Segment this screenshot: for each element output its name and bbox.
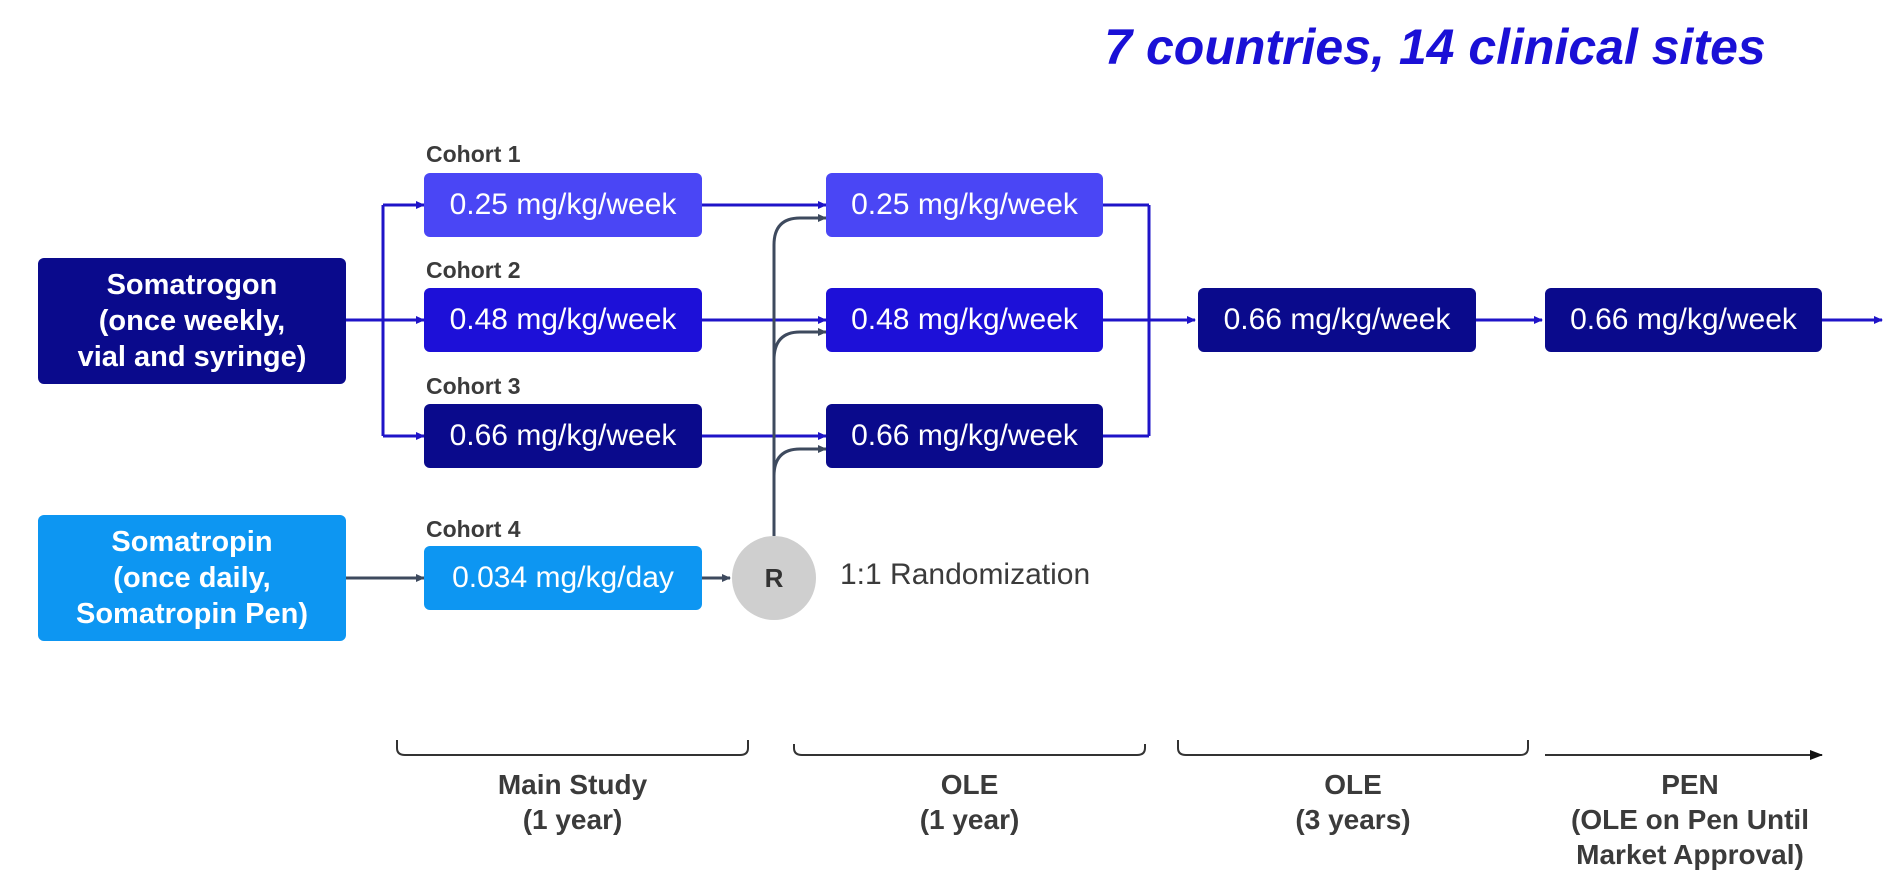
- pen-dose-box: 0.66 mg/kg/week: [1545, 288, 1822, 352]
- somatropin-arm-box: Somatropin (once daily, Somatropin Pen): [38, 515, 346, 641]
- cohort-1-label: Cohort 1: [426, 141, 521, 167]
- ole1-dose-3: 0.66 mg/kg/week: [851, 419, 1078, 452]
- pen-dose: 0.66 mg/kg/week: [1570, 303, 1797, 336]
- somatropin-arm-label: Somatropin (once daily, Somatropin Pen): [75, 526, 308, 630]
- randomization-label: 1:1 Randomization: [840, 558, 1091, 591]
- randomization-branches: [772, 214, 827, 536]
- main-dose-box-cohort-2: 0.48 mg/kg/week: [424, 288, 702, 352]
- ole1-dose-2: 0.48 mg/kg/week: [851, 303, 1078, 336]
- cohort-4-label: Cohort 4: [426, 516, 521, 542]
- main-dose-cohort-3: 0.66 mg/kg/week: [449, 419, 677, 452]
- main-to-ole-lines: [702, 201, 827, 440]
- main-dose-box-cohort-3: 0.66 mg/kg/week: [424, 404, 702, 468]
- cohort-2-label: Cohort 2: [426, 257, 521, 283]
- somatrogon-arm-label: Somatrogon (once weekly, vial and syring…: [77, 269, 307, 373]
- phase-main-study: Main Study (1 year): [497, 769, 648, 835]
- ole3-dose: 0.66 mg/kg/week: [1223, 303, 1451, 336]
- main-dose-box-cohort-1: 0.25 mg/kg/week: [424, 173, 702, 237]
- somatrogon-split-lines: [346, 201, 425, 440]
- ole1-dose-box-2: 0.48 mg/kg/week: [826, 288, 1103, 352]
- main-dose-box-cohort-4: 0.034 mg/kg/day: [424, 546, 702, 610]
- main-dose-cohort-2: 0.48 mg/kg/week: [449, 303, 677, 336]
- ole1-dose-box-1: 0.25 mg/kg/week: [826, 173, 1103, 237]
- phase-brackets: [396, 740, 1823, 760]
- randomization-node: R: [732, 536, 816, 620]
- phase-ole-3-years: OLE (3 years): [1295, 769, 1411, 835]
- cohort-3-label: Cohort 3: [426, 373, 521, 399]
- main-dose-cohort-1: 0.25 mg/kg/week: [449, 188, 677, 221]
- merge-lines: [1103, 203, 1883, 438]
- ole1-dose-box-3: 0.66 mg/kg/week: [826, 404, 1103, 468]
- main-dose-cohort-4: 0.034 mg/kg/day: [452, 561, 674, 594]
- diagram-title: 7 countries, 14 clinical sites: [1104, 19, 1766, 75]
- ole3-dose-box: 0.66 mg/kg/week: [1198, 288, 1476, 352]
- somatrogon-arm-box: Somatrogon (once weekly, vial and syring…: [38, 258, 346, 384]
- phase-pen: PEN (OLE on Pen Until Market Approval): [1571, 769, 1809, 870]
- ole1-dose-1: 0.25 mg/kg/week: [851, 188, 1078, 221]
- randomization-symbol: R: [764, 562, 784, 593]
- phase-ole-1-year: OLE (1 year): [919, 769, 1020, 835]
